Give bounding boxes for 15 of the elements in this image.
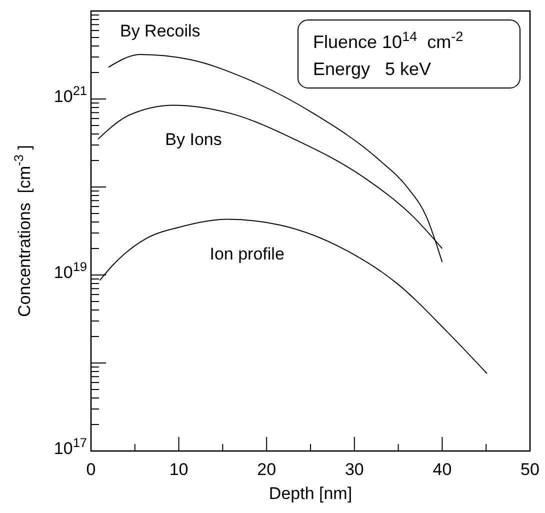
y-tick-label: 10$^{21}$	[54, 82, 87, 106]
y-tick-label: 10$^{17}$	[54, 434, 87, 458]
x-axis-title: Depth [nm]	[268, 484, 352, 503]
x-tick-label: 50	[520, 460, 540, 479]
x-tick-label: 20	[257, 460, 276, 479]
y-tick-label: 10$^{19}$	[54, 258, 87, 282]
x-tick-label: 10	[169, 460, 188, 479]
annotation: Energy 5 keV	[313, 59, 432, 79]
annotation: Fluence 10$^{14}$ cm$^{-2}$	[313, 28, 464, 52]
x-tick-label: 0	[86, 460, 96, 479]
series-label: By Recoils	[120, 22, 200, 41]
x-tick-label: 40	[432, 460, 452, 479]
x-tick-label: 30	[344, 460, 364, 479]
series-label: Ion profile	[210, 244, 284, 264]
series-label: By Ions	[165, 130, 222, 150]
